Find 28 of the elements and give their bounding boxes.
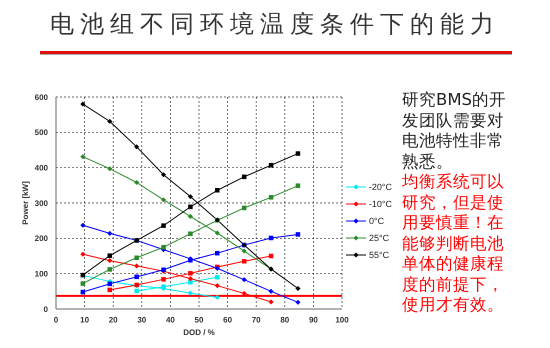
- x-tick-label: 0: [54, 316, 59, 325]
- y-tick-label: 300: [34, 198, 49, 208]
- text: 研究BMS的开发团队需要对电池特性非常熟悉。: [402, 90, 506, 172]
- x-tick-label: 90: [308, 316, 318, 325]
- y-tick-label: 200: [34, 234, 49, 244]
- y-axis-title: Power [kW]: [20, 180, 30, 225]
- chart-title: 电池组不同环境温度条件下的能力: [49, 9, 501, 40]
- legend-label: 0°C: [369, 216, 384, 226]
- legend-label: 25°C: [369, 232, 390, 242]
- x-tick-label: 40: [166, 316, 176, 325]
- y-tick-label: 600: [34, 92, 49, 102]
- x-axis-title: DOD / %: [183, 328, 215, 337]
- x-tick-label: 100: [335, 316, 350, 325]
- legend-label: -20°C: [368, 182, 392, 192]
- y-tick-label: 500: [34, 128, 49, 138]
- x-tick-label: 20: [108, 316, 118, 325]
- y-tick-label: 0: [44, 304, 49, 314]
- x-tick-label: 70: [252, 316, 262, 325]
- legend-label: -10°C: [368, 198, 392, 208]
- y-tick-label: 400: [34, 164, 49, 173]
- x-tick-label: 80: [280, 316, 290, 325]
- y-tick-label: 100: [34, 270, 49, 279]
- x-tick-label: 10: [80, 316, 90, 325]
- x-tick-label: 60: [223, 316, 233, 325]
- x-tick-label: 30: [137, 316, 147, 325]
- legend-label: 55°C: [369, 250, 390, 260]
- text: 均衡系统可以研究，但是使用要慎重！在能够判断电池单体的健康程度的前提下，使用才有效。: [402, 172, 505, 316]
- x-tick-label: 50: [194, 316, 204, 325]
